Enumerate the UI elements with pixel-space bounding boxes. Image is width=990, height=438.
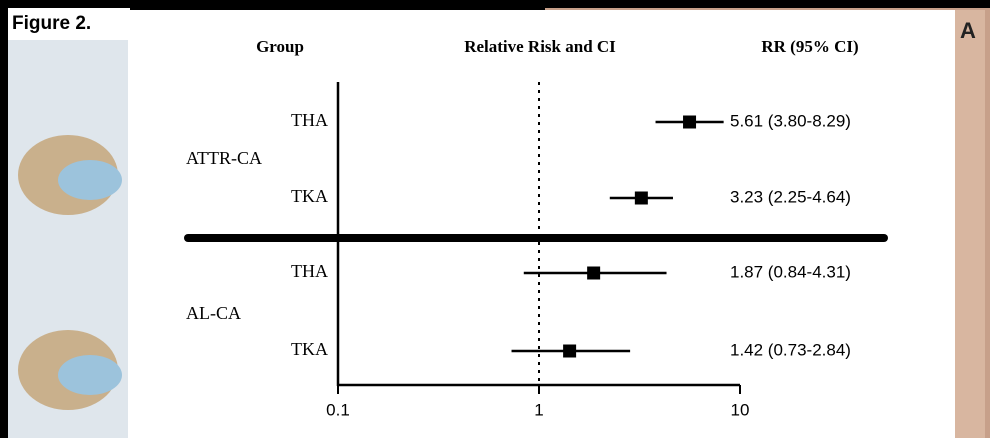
- group-header: Group: [256, 37, 304, 56]
- chart-title: Relative Risk and CI: [464, 37, 616, 56]
- plot-panel: [128, 10, 955, 438]
- vertebra-illustration: [58, 160, 122, 200]
- point-estimate: [634, 191, 648, 205]
- forest-plot: Group Relative Risk and CI RR (95% CI) 0…: [184, 37, 888, 419]
- row-label: THA: [291, 261, 328, 281]
- point-estimate: [563, 344, 577, 358]
- x-tick-label: 0.1: [326, 400, 350, 419]
- x-tick-label: 10: [731, 400, 750, 419]
- value-label: 1.87 (0.84-4.31): [730, 262, 851, 281]
- panel-label: A: [960, 18, 976, 43]
- background-image-right: [955, 10, 985, 438]
- row-label: THA: [291, 110, 328, 130]
- figure-label-box: [8, 8, 130, 40]
- group-label: AL-CA: [186, 303, 241, 323]
- point-estimate: [683, 115, 697, 129]
- figure-label: Figure 2.: [12, 13, 91, 34]
- value-label: 3.23 (2.25-4.64): [730, 187, 851, 206]
- row-label: TKA: [291, 339, 328, 359]
- point-estimate: [587, 266, 601, 280]
- ci-header: RR (95% CI): [761, 37, 858, 56]
- value-label: 1.42 (0.73-2.84): [730, 340, 851, 359]
- group-label: ATTR-CA: [186, 148, 262, 168]
- row-label: TKA: [291, 186, 328, 206]
- frame: [0, 0, 990, 8]
- x-tick-label: 1: [534, 400, 543, 419]
- vertebra-illustration: [58, 355, 122, 395]
- value-label: 5.61 (3.80-8.29): [730, 111, 851, 130]
